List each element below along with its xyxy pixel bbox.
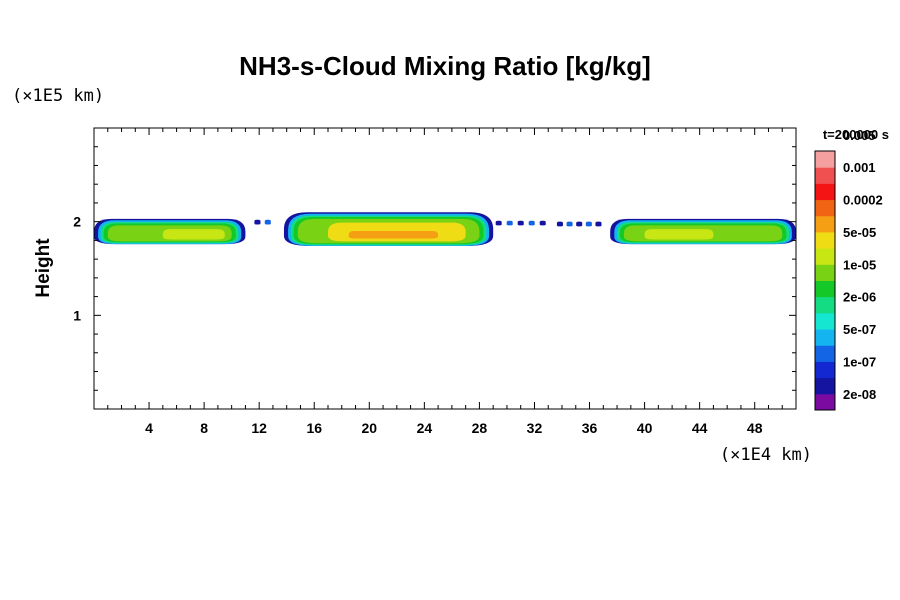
colorbar-swatch [815, 393, 835, 411]
colorbar: 2e-08 1e-07 5e-07 2e-06 1e-05 5e-05 0.0002 0.00… [814, 128, 883, 411]
cloud-fragment [254, 219, 261, 225]
x-tick-label: 24 [417, 420, 433, 436]
cloud-fragment [539, 220, 546, 226]
y-axis-label: Height [33, 238, 54, 298]
cloud-fragment [264, 219, 271, 225]
cloud-fragment [566, 221, 573, 227]
colorbar-swatch [815, 199, 835, 217]
cloud-core [162, 229, 225, 240]
colorbar-swatch [815, 248, 835, 265]
x-tick-label: 16 [306, 420, 322, 436]
x-axis: 4 8 12 16 20 24 28 32 36 40 44 48 [107, 128, 783, 436]
cloud-fragment [495, 220, 502, 226]
x-tick-label: 20 [362, 420, 378, 436]
colorbar-swatch [815, 231, 835, 249]
plot-frame [93, 127, 797, 410]
colorbar-frame [814, 150, 836, 411]
colorbar-label: 2e-08 [843, 387, 876, 402]
colorbar-label: 1e-05 [843, 257, 876, 272]
cloud-fragment [585, 221, 592, 227]
colorbar-swatch [815, 377, 835, 395]
y-tick-label: 2 [73, 214, 81, 230]
x-scale-label: (×1E4 km) [720, 445, 812, 465]
x-tick-label: 40 [637, 420, 653, 436]
x-tick-label: 8 [200, 420, 208, 436]
cloud-field [94, 212, 796, 247]
colorbar-swatch [815, 361, 835, 379]
colorbar-swatch [815, 312, 835, 330]
colorbar-label: 5e-07 [843, 322, 876, 337]
y-tick-label: 1 [73, 307, 81, 323]
colorbar-label: 0.005 [843, 128, 876, 143]
colorbar-swatch [815, 151, 835, 168]
colorbar-swatch [815, 280, 835, 298]
cloud-fragment [506, 220, 513, 226]
y-axis: 12 [73, 146, 796, 391]
cloud-fragment [595, 221, 602, 227]
colorbar-swatch [815, 183, 835, 201]
x-tick-label: 4 [145, 420, 153, 436]
colorbar-swatch [815, 215, 835, 233]
colorbar-label: 2e-06 [843, 290, 876, 305]
x-tick-label: 36 [582, 420, 598, 436]
colorbar-label: 5e-05 [843, 225, 876, 240]
x-tick-label: 48 [747, 420, 763, 436]
cloud-fragment [528, 220, 535, 226]
colorbar-swatch [815, 345, 835, 362]
time-label: t=200000 s [823, 127, 889, 142]
cloud-fragment [556, 221, 563, 227]
x-tick-label: 12 [251, 420, 267, 436]
cloud-core [348, 231, 439, 239]
colorbar-label: 1e-07 [843, 354, 876, 369]
colorbar-swatch [815, 167, 835, 184]
colorbar-label: 0.0002 [843, 193, 883, 208]
x-tick-label: 32 [527, 420, 543, 436]
plot-area [94, 212, 796, 247]
y-scale-label: (×1E5 km) [12, 86, 104, 106]
colorbar-swatch [815, 264, 835, 281]
colorbar-label: 0.001 [843, 160, 876, 175]
chart-title: NH3-s-Cloud Mixing Ratio [kg/kg] [239, 51, 651, 81]
x-tick-label: 44 [692, 420, 708, 436]
colorbar-swatch [815, 329, 835, 346]
colorbar-swatch [815, 296, 835, 314]
cloud-fragment [576, 221, 583, 227]
x-tick-label: 28 [472, 420, 488, 436]
cloud-core [644, 229, 714, 240]
cloud-fragment [517, 220, 524, 226]
